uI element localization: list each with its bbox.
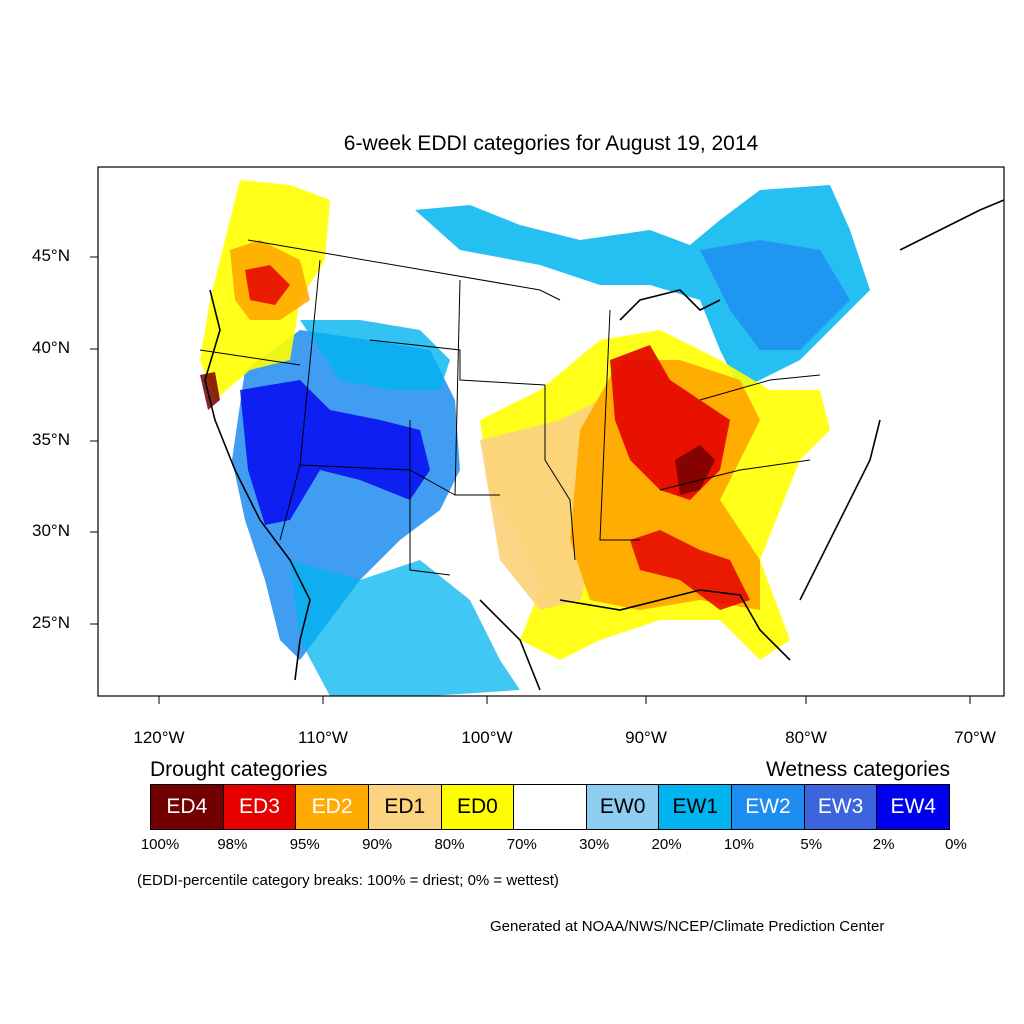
map-title: 6-week EDDI categories for August 19, 20…: [343, 132, 759, 155]
lat-label-30: 30°N: [32, 521, 70, 540]
drought-legend-title: Drought categories: [150, 758, 328, 781]
category-legend: ED4 ED3 ED2 ED1 ED0 EW0 EW1 EW2 EW3 EW4: [150, 784, 950, 830]
central-ed4-region: [675, 445, 715, 495]
legend-swatch-ew0: EW0: [586, 785, 660, 829]
percentile-label: 0%: [945, 836, 967, 853]
percentile-label: 100%: [140, 836, 180, 853]
lon-label-80: 80°W: [785, 728, 827, 747]
legend-swatch-ed1: ED1: [368, 785, 442, 829]
lat-label-25: 25°N: [32, 613, 70, 632]
percentile-label: 2%: [872, 836, 895, 853]
lat-label-45: 45°N: [32, 246, 70, 265]
legend-swatch-normal: [514, 785, 587, 829]
percentile-label: 10%: [723, 836, 754, 853]
lat-label-35: 35°N: [32, 430, 70, 449]
legend-swatch-ed2: ED2: [296, 785, 369, 829]
west-very-wet-region: [240, 380, 430, 525]
legend-swatch-ed3: ED3: [223, 785, 297, 829]
percentile-label: 20%: [651, 836, 682, 853]
pnw-ed3-region: [245, 265, 290, 305]
state-boundaries: [199, 239, 821, 576]
lon-label-100: 100°W: [461, 728, 513, 747]
percentile-label: 90%: [362, 836, 393, 853]
gulf-ed3-region: [630, 530, 750, 610]
percentile-label: 30%: [579, 836, 610, 853]
lat-label-40: 40°N: [32, 338, 70, 357]
percentile-label: 95%: [289, 836, 320, 853]
legend-note: (EDDI-percentile category breaks: 100% =…: [137, 872, 559, 889]
legend-swatch-ew4: EW4: [877, 785, 950, 829]
northeast-wet-region: [700, 240, 850, 350]
coastlines: [204, 199, 1004, 691]
rockies-wet-region: [300, 320, 450, 390]
legend-swatch-ew2: EW2: [732, 785, 805, 829]
mexico-wet-region: [290, 560, 520, 696]
legend-swatch-ed4: ED4: [151, 785, 224, 829]
percentile-label: 5%: [800, 836, 823, 853]
percentile-label: 80%: [434, 836, 465, 853]
lon-label-90: 90°W: [625, 728, 667, 747]
axis-ticks: [90, 256, 971, 704]
lon-label-120: 120°W: [133, 728, 185, 747]
legend-swatch-ed0: ED0: [441, 785, 515, 829]
lon-label-70: 70°W: [954, 728, 996, 747]
wetness-legend-title: Wetness categories: [765, 758, 950, 781]
percentile-label: 98%: [217, 836, 248, 853]
lon-label-110: 110°W: [298, 728, 348, 747]
legend-swatch-ew3: EW3: [804, 785, 878, 829]
percentile-label: 70%: [506, 836, 537, 853]
map-frame: [97, 166, 1005, 697]
credit-text: Generated at NOAA/NWS/NCEP/Climate Predi…: [490, 918, 885, 935]
legend-swatch-ew1: EW1: [659, 785, 733, 829]
